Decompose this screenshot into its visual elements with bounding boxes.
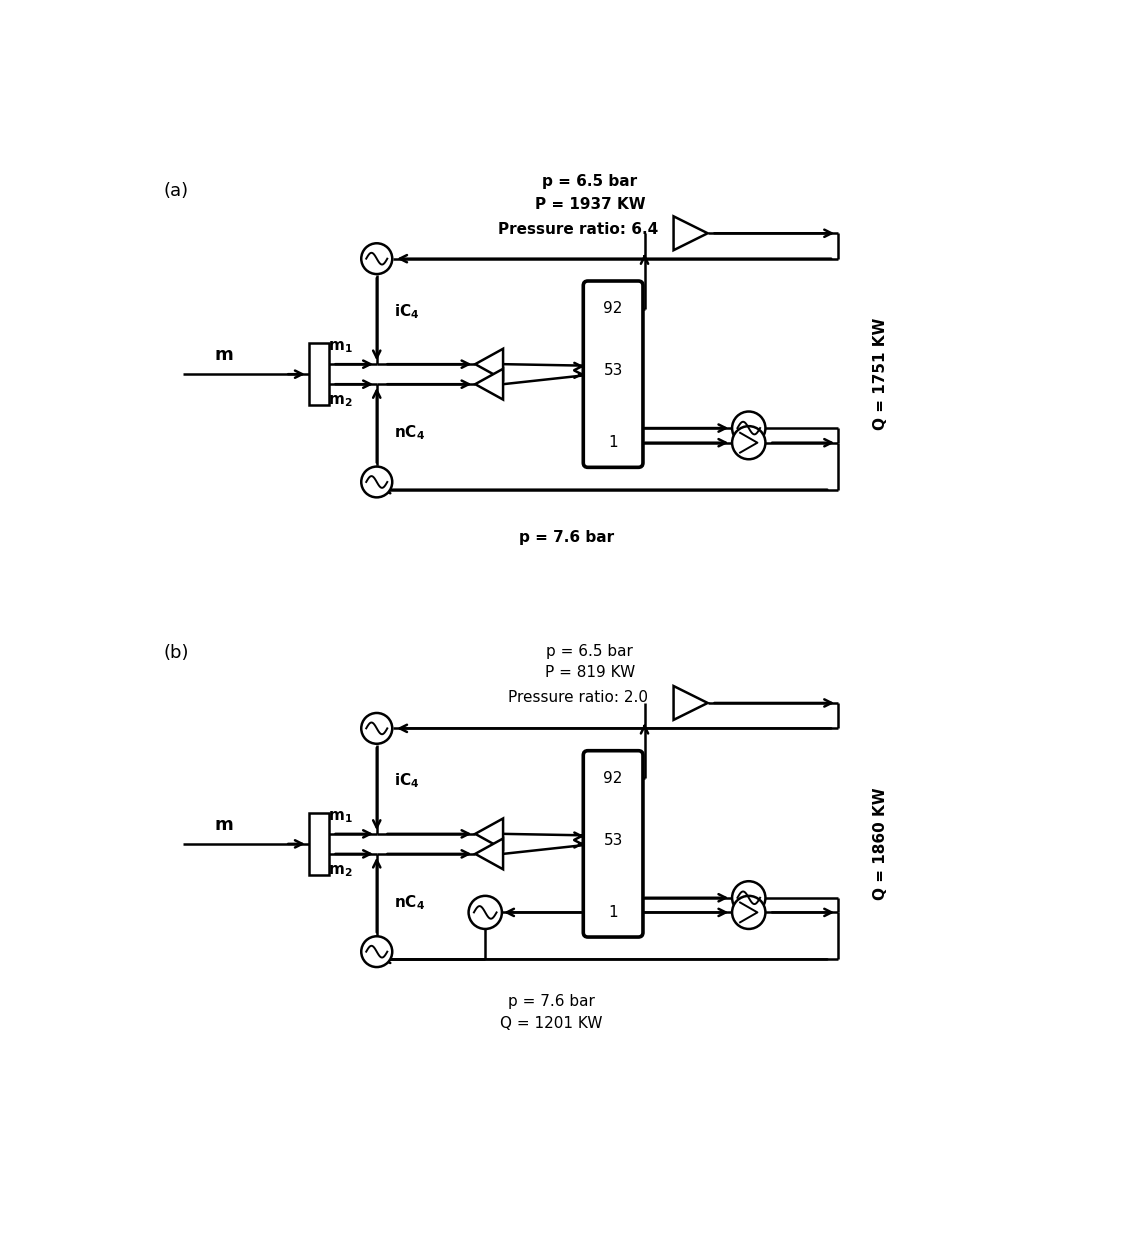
Text: 53: 53 — [603, 832, 623, 848]
Polygon shape — [475, 349, 503, 380]
Polygon shape — [674, 217, 707, 250]
Circle shape — [732, 426, 766, 459]
Text: Q = 1751 KW: Q = 1751 KW — [873, 318, 888, 431]
Bar — [309, 813, 329, 875]
Text: p = 6.5 bar: p = 6.5 bar — [547, 644, 633, 659]
Text: $\mathbf{iC_4}$: $\mathbf{iC_4}$ — [394, 771, 419, 791]
Polygon shape — [475, 369, 503, 400]
Text: m: m — [214, 347, 234, 364]
Text: 53: 53 — [603, 363, 623, 378]
Text: Pressure ratio: 2.0: Pressure ratio: 2.0 — [509, 690, 648, 704]
Text: Pressure ratio: 6.4: Pressure ratio: 6.4 — [499, 223, 658, 238]
Text: p = 7.6 bar: p = 7.6 bar — [519, 530, 614, 546]
Text: 1: 1 — [609, 436, 618, 451]
Circle shape — [732, 881, 766, 915]
FancyBboxPatch shape — [583, 750, 643, 937]
Text: $\mathbf{iC_4}$: $\mathbf{iC_4}$ — [394, 302, 419, 321]
Circle shape — [732, 896, 766, 928]
Text: p = 6.5 bar: p = 6.5 bar — [542, 175, 638, 189]
Bar — [309, 343, 329, 405]
Polygon shape — [475, 838, 503, 869]
Polygon shape — [674, 686, 707, 721]
Text: 1: 1 — [609, 905, 618, 920]
Text: (b): (b) — [164, 644, 189, 661]
Text: 92: 92 — [603, 771, 623, 786]
Text: Q = 1201 KW: Q = 1201 KW — [500, 1015, 602, 1030]
Text: $\mathbf{m_1}$: $\mathbf{m_1}$ — [328, 808, 353, 825]
FancyBboxPatch shape — [583, 281, 643, 467]
Text: $\mathbf{m_2}$: $\mathbf{m_2}$ — [328, 394, 353, 409]
Text: $\mathbf{m_2}$: $\mathbf{m_2}$ — [328, 863, 353, 879]
Text: p = 7.6 bar: p = 7.6 bar — [508, 994, 594, 1009]
Text: $\mathbf{m_1}$: $\mathbf{m_1}$ — [328, 339, 353, 355]
Text: m: m — [214, 816, 234, 834]
Text: (a): (a) — [164, 182, 189, 199]
Circle shape — [362, 713, 392, 744]
Text: $\mathbf{nC_4}$: $\mathbf{nC_4}$ — [394, 423, 424, 442]
Text: P = 1937 KW: P = 1937 KW — [535, 197, 646, 212]
Circle shape — [732, 411, 766, 444]
Text: P = 819 KW: P = 819 KW — [545, 665, 634, 680]
Circle shape — [362, 467, 392, 498]
Text: Q = 1860 KW: Q = 1860 KW — [873, 787, 888, 900]
Polygon shape — [475, 818, 503, 849]
Text: $\mathbf{nC_4}$: $\mathbf{nC_4}$ — [394, 894, 424, 912]
Circle shape — [468, 896, 502, 928]
Circle shape — [362, 936, 392, 967]
Circle shape — [362, 244, 392, 274]
Text: 92: 92 — [603, 301, 623, 316]
